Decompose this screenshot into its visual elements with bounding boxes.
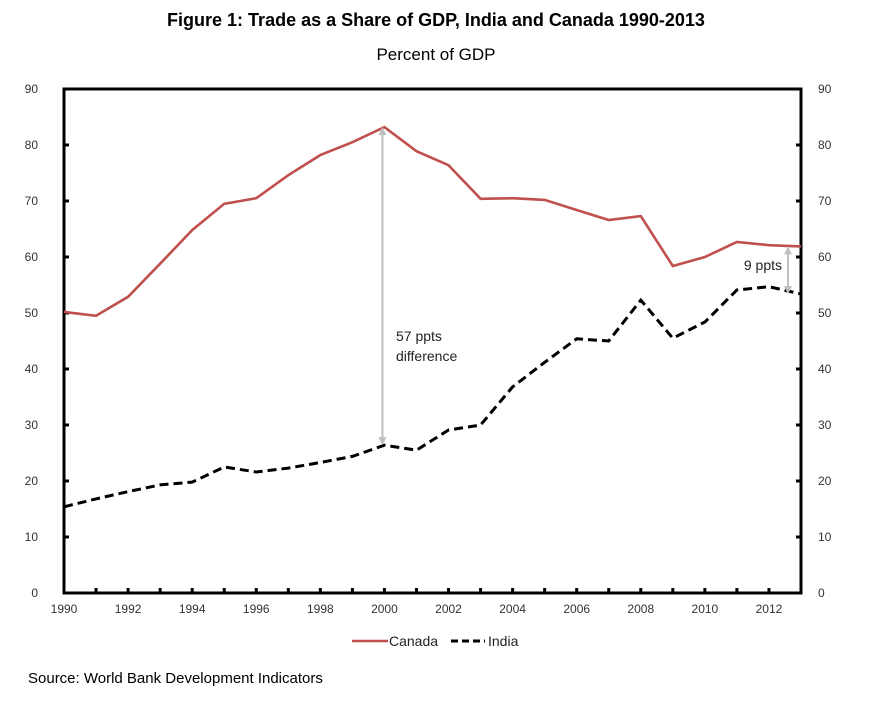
- x-tick-label: 1992: [115, 602, 142, 616]
- y-tick-label-left: 0: [31, 586, 38, 600]
- y-tick-label-right: 70: [818, 194, 832, 208]
- y-tick-label-left: 80: [25, 138, 39, 152]
- annotation-label: difference: [396, 348, 457, 364]
- y-tick-label-left: 40: [25, 362, 39, 376]
- y-tick-label-right: 20: [818, 474, 832, 488]
- y-tick-label-left: 70: [25, 194, 39, 208]
- x-tick-label: 2002: [435, 602, 462, 616]
- y-tick-label-right: 80: [818, 138, 832, 152]
- y-tick-label-right: 60: [818, 250, 832, 264]
- chart-title: Figure 1: Trade as a Share of GDP, India…: [167, 10, 705, 30]
- plot-frame: [62, 87, 803, 595]
- x-tick-label: 2000: [371, 602, 398, 616]
- y-tick-label-left: 30: [25, 418, 39, 432]
- x-tick-label: 1990: [51, 602, 78, 616]
- x-tick-label: 2012: [756, 602, 783, 616]
- series-line-india: [63, 285, 802, 509]
- y-tick-label-left: 60: [25, 250, 39, 264]
- legend-label-india: India: [488, 633, 519, 649]
- source-note: Source: World Bank Development Indicator…: [28, 670, 323, 687]
- y-tick-label-right: 0: [818, 586, 825, 600]
- x-tick-label: 2004: [499, 602, 526, 616]
- chart-subtitle: Percent of GDP: [376, 45, 496, 64]
- y-tick-label-right: 40: [818, 362, 832, 376]
- line-chart: 0 10 20 30 40 50 60 70 80 90 0 10 20 30 40 50 60 70 80 90 19…: [25, 82, 832, 649]
- annotation-label: 57 ppts: [396, 328, 442, 344]
- x-tick-label: 2010: [692, 602, 719, 616]
- y-tick-label-left: 20: [25, 474, 39, 488]
- y-tick-label-left: 10: [25, 530, 39, 544]
- series-line-canada: [63, 125, 802, 318]
- y-tick-label-right: 30: [818, 418, 832, 432]
- y-tick-label-right: 90: [818, 82, 832, 96]
- x-tick-label: 1994: [179, 602, 206, 616]
- x-tick-label: 2008: [627, 602, 654, 616]
- legend-label-canada: Canada: [389, 633, 438, 649]
- x-tick-label: 1996: [243, 602, 270, 616]
- y-tick-label-left: 50: [25, 306, 39, 320]
- y-tick-label-right: 10: [818, 530, 832, 544]
- y-tick-label-right: 50: [818, 306, 832, 320]
- x-tick-label: 1998: [307, 602, 334, 616]
- annotation-label: 9 ppts: [744, 257, 782, 273]
- y-tick-label-left: 90: [25, 82, 39, 96]
- x-tick-label: 2006: [563, 602, 590, 616]
